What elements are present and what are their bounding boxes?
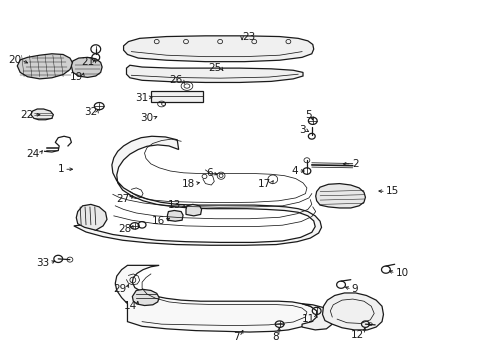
Text: 27: 27 bbox=[117, 194, 130, 204]
Text: 26: 26 bbox=[168, 75, 182, 85]
Text: 30: 30 bbox=[140, 113, 153, 123]
Text: 11: 11 bbox=[301, 314, 315, 324]
Text: 5: 5 bbox=[305, 111, 311, 121]
Text: 19: 19 bbox=[69, 72, 82, 82]
Text: 32: 32 bbox=[84, 107, 97, 117]
Polygon shape bbox=[31, 109, 53, 120]
Text: 16: 16 bbox=[152, 216, 165, 226]
Polygon shape bbox=[115, 265, 318, 332]
Text: 23: 23 bbox=[242, 32, 255, 41]
Text: 24: 24 bbox=[26, 149, 40, 159]
Text: 31: 31 bbox=[134, 93, 148, 103]
Polygon shape bbox=[185, 204, 201, 216]
Text: 15: 15 bbox=[385, 186, 398, 197]
Text: 1: 1 bbox=[58, 164, 64, 174]
Text: 20: 20 bbox=[8, 55, 21, 65]
Text: 8: 8 bbox=[271, 332, 278, 342]
Text: 28: 28 bbox=[118, 225, 131, 234]
Text: 4: 4 bbox=[291, 166, 298, 176]
Text: 29: 29 bbox=[113, 284, 126, 294]
Polygon shape bbox=[302, 304, 332, 330]
Text: 6: 6 bbox=[206, 168, 212, 178]
Text: 12: 12 bbox=[350, 330, 363, 340]
Polygon shape bbox=[151, 91, 203, 102]
Polygon shape bbox=[76, 204, 107, 230]
Polygon shape bbox=[74, 136, 321, 245]
Text: 17: 17 bbox=[258, 179, 271, 189]
Text: 18: 18 bbox=[181, 179, 194, 189]
Text: 2: 2 bbox=[351, 159, 358, 169]
Text: 13: 13 bbox=[167, 200, 181, 210]
Text: 3: 3 bbox=[298, 125, 305, 135]
Polygon shape bbox=[17, 54, 73, 79]
Text: 25: 25 bbox=[207, 63, 221, 73]
Polygon shape bbox=[126, 65, 303, 82]
Text: 21: 21 bbox=[81, 57, 94, 67]
Polygon shape bbox=[167, 211, 183, 221]
Polygon shape bbox=[315, 184, 365, 208]
Text: 33: 33 bbox=[36, 258, 49, 268]
Polygon shape bbox=[322, 293, 383, 330]
Text: 10: 10 bbox=[395, 268, 408, 278]
Text: 22: 22 bbox=[20, 110, 34, 120]
Polygon shape bbox=[123, 36, 313, 62]
Text: 7: 7 bbox=[232, 332, 239, 342]
Text: 9: 9 bbox=[351, 284, 358, 294]
Text: 14: 14 bbox=[124, 301, 137, 311]
Polygon shape bbox=[71, 57, 102, 77]
Polygon shape bbox=[132, 289, 159, 306]
